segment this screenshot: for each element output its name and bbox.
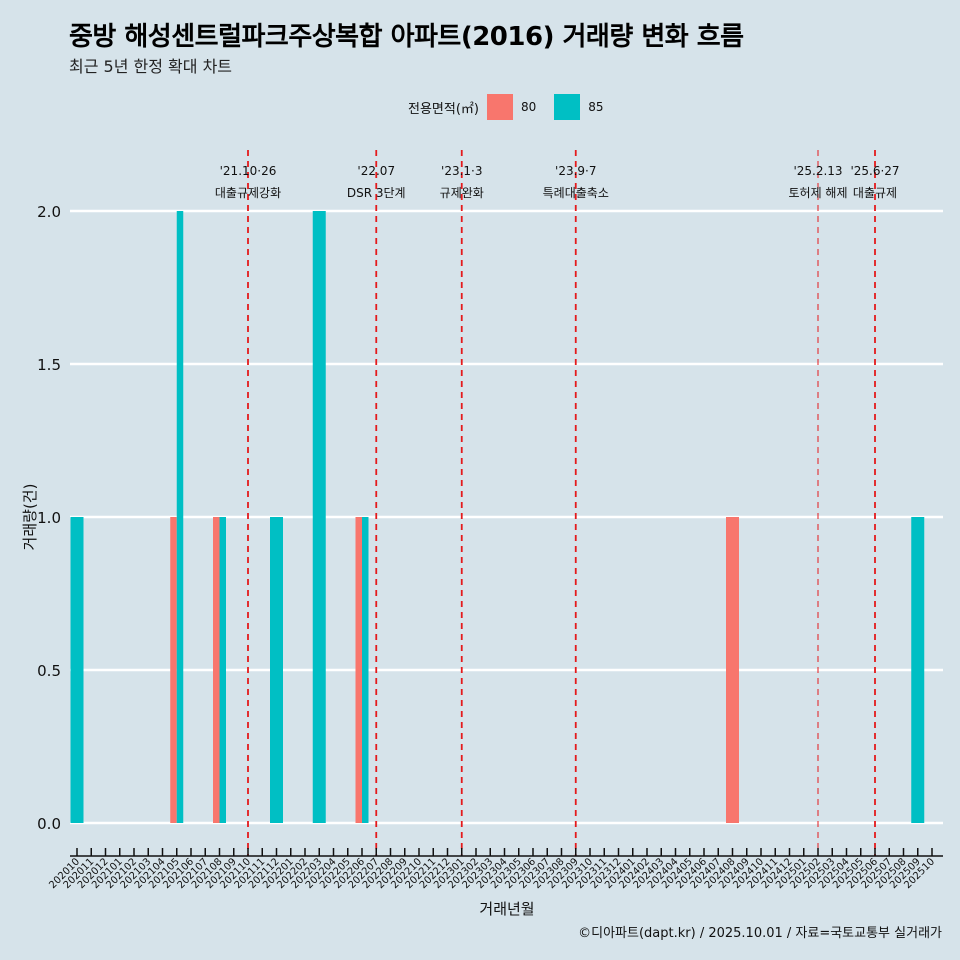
bar-85 [70, 517, 84, 823]
legend-swatch-85 [554, 94, 581, 120]
event-label: 대출규제강화 [215, 186, 281, 200]
chart-title: 중방 해성센트럴파크주상복합 아파트(2016) 거래량 변화 흐름 [69, 22, 744, 52]
bar-80 [355, 517, 362, 823]
y-tick-label: 0.5 [37, 662, 61, 680]
legend-title: 전용면적(㎡) [408, 101, 479, 117]
event-label: DSR 3단계 [347, 186, 406, 200]
y-axis-label: 거래량(건) [21, 484, 39, 551]
x-axis-label: 거래년월 [479, 900, 534, 918]
event-date: '22.07 [357, 164, 395, 178]
bar-80 [726, 517, 739, 823]
y-tick-label: 2.0 [37, 203, 61, 221]
y-tick-label: 0.0 [37, 815, 61, 833]
bar-85 [312, 211, 326, 823]
bar-85 [176, 211, 184, 823]
bar-80 [170, 517, 177, 823]
event-label: 규제완화 [440, 186, 484, 200]
event-label: 대출규제 [853, 186, 897, 200]
caption: ©디아파트(dapt.kr) / 2025.10.01 / 자료=국토교통부 실… [578, 926, 942, 941]
event-date: '23.1·3 [441, 164, 482, 178]
event-label: 특례대출축소 [543, 186, 609, 200]
bar-80 [213, 517, 220, 823]
event-date: '25.6·27 [850, 164, 899, 178]
legend-label-80: 80 [520, 100, 537, 114]
event-date: '21.10·26 [220, 164, 277, 178]
y-tick-label: 1.0 [37, 509, 61, 527]
event-date: '25.2.13 [793, 164, 842, 178]
y-tick-label: 1.5 [37, 356, 61, 374]
legend-swatch-80 [486, 94, 513, 120]
chart-subtitle: 최근 5년 한정 확대 차트 [69, 57, 233, 76]
bar-85 [219, 517, 226, 823]
bar-85 [362, 517, 369, 823]
legend-label-85: 85 [588, 100, 604, 114]
legend: 전용면적(㎡) 80 85 [408, 93, 608, 121]
bar-85 [911, 517, 925, 823]
bar-85 [270, 517, 283, 823]
event-label: 토허제 해제 [788, 186, 847, 200]
event-date: '23.9·7 [555, 164, 596, 178]
